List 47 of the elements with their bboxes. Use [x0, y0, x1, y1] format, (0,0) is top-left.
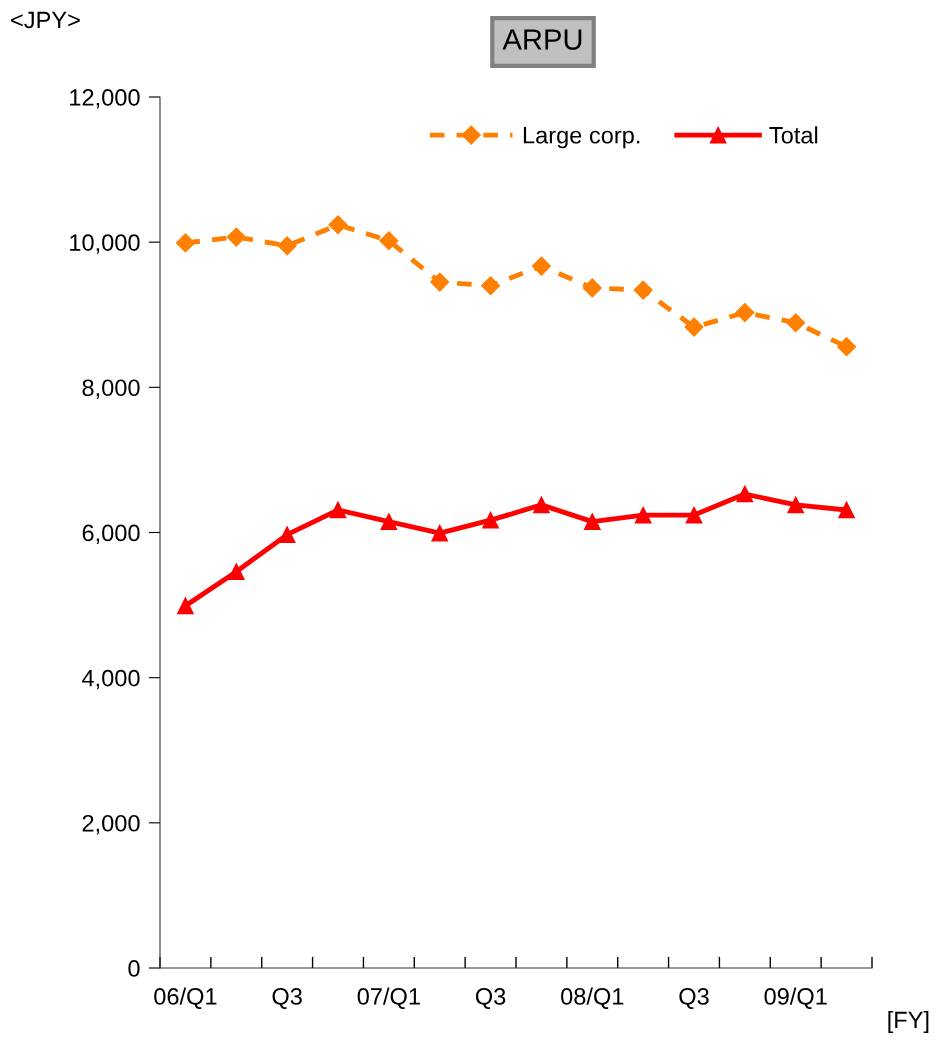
- point: [684, 317, 704, 337]
- point: [685, 506, 703, 524]
- y-tick-label: 2,000: [82, 814, 140, 835]
- point: [533, 496, 550, 514]
- point: [787, 496, 805, 514]
- point: [583, 513, 601, 530]
- x-axis-title: [FY]: [888, 1010, 929, 1034]
- point: [837, 337, 857, 357]
- legend-label: Large corp.: [523, 127, 640, 149]
- point: [634, 506, 652, 524]
- legend-label: Total: [769, 126, 818, 144]
- x-tick-label: Q3: [475, 988, 506, 1010]
- point: [431, 524, 449, 542]
- y-tick-label: 0: [128, 960, 140, 977]
- point: [531, 256, 551, 276]
- x-tick-label: Q3: [679, 988, 709, 1010]
- x-tick-label: 06/Q1: [154, 987, 217, 1010]
- point: [227, 563, 245, 581]
- point: [328, 215, 348, 235]
- x-tick-label: 08/Q1: [561, 987, 624, 1010]
- point: [481, 276, 501, 296]
- x-tick-label: Q3: [272, 988, 302, 1010]
- y-axis-title: <JPY>: [11, 11, 80, 29]
- point: [582, 278, 602, 298]
- point: [226, 227, 246, 247]
- y-tick-label: 12,000: [70, 89, 140, 109]
- chart-title: ARPU: [502, 29, 582, 50]
- point: [175, 233, 195, 253]
- point: [177, 597, 194, 615]
- point: [430, 272, 450, 292]
- x-tick-label: 09/Q1: [764, 987, 827, 1010]
- point: [379, 231, 399, 251]
- point: [838, 501, 855, 519]
- point: [277, 236, 297, 256]
- y-tick-label: 10,000: [70, 234, 140, 254]
- point: [482, 511, 499, 529]
- point: [380, 513, 398, 530]
- y-tick-label: 4,000: [82, 669, 140, 690]
- point: [786, 313, 806, 333]
- point: [633, 280, 653, 300]
- point: [278, 526, 296, 544]
- x-tick-label: 07/Q1: [357, 987, 420, 1010]
- point: [735, 303, 755, 323]
- y-tick-label: 6,000: [82, 524, 140, 545]
- point: [329, 501, 347, 519]
- point: [736, 485, 754, 503]
- y-tick-label: 8,000: [82, 379, 140, 399]
